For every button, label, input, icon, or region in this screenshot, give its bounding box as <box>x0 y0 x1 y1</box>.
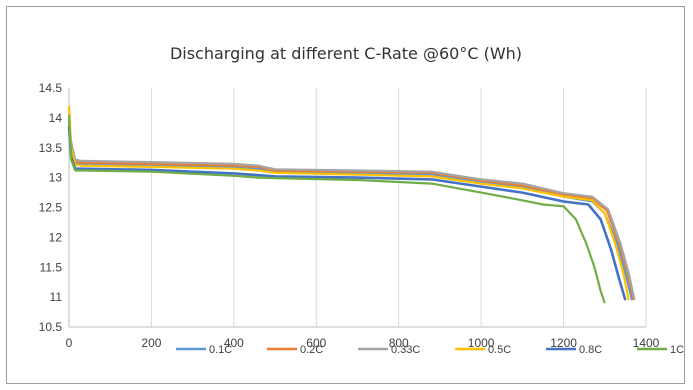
legend-label-0.33C: 0.33C <box>391 344 420 356</box>
series-line-1C <box>67 114 606 304</box>
y-tick-label: 12.5 <box>39 201 63 215</box>
x-tick-label: 800 <box>389 336 409 350</box>
x-tick-label: 200 <box>141 336 161 350</box>
y-tick-label: 11 <box>50 290 63 304</box>
series-layer <box>67 105 636 304</box>
legend-label-0.2C: 0.2C <box>300 344 323 356</box>
legend-label-1C: 1C <box>670 344 684 356</box>
legend-label-0.1C: 0.1C <box>209 344 232 356</box>
series-line-0.1C <box>67 123 634 301</box>
x-tick-label: 400 <box>224 336 244 350</box>
x-tick-label: 1400 <box>633 336 660 350</box>
x-tick-label: 1200 <box>550 336 577 350</box>
legend-label-0.8C: 0.8C <box>579 344 602 356</box>
series-line-0.5C <box>67 105 630 301</box>
chart-title: Discharging at different C-Rate @60°C (W… <box>170 44 522 63</box>
y-tick-label: 14 <box>49 111 63 125</box>
y-tick-label: 11.5 <box>40 260 63 274</box>
axis-layer: 0 200 400 600 800 1000 1200 1400 10.5 11 11.5 12 12.… <box>39 81 660 350</box>
x-tick-label: 1000 <box>468 336 495 350</box>
legend-label-0.5C: 0.5C <box>488 344 511 356</box>
x-tick-label: 600 <box>306 336 326 350</box>
y-tick-label: 13 <box>49 171 63 185</box>
y-tick-label: 14.5 <box>39 81 63 95</box>
y-tick-label: 10.5 <box>39 320 63 334</box>
series-line-0.2C <box>67 120 635 301</box>
series-line-0.33C <box>67 117 636 301</box>
grid-layer <box>150 88 647 327</box>
y-tick-label: 12 <box>49 230 63 244</box>
series-line-0.8C <box>67 126 627 301</box>
y-tick-label: 13.5 <box>39 141 63 155</box>
legend: 0.1C 0.2C 0.33C 0.5C 0.8C 1C <box>176 344 684 356</box>
x-tick-label: 0 <box>66 336 73 350</box>
